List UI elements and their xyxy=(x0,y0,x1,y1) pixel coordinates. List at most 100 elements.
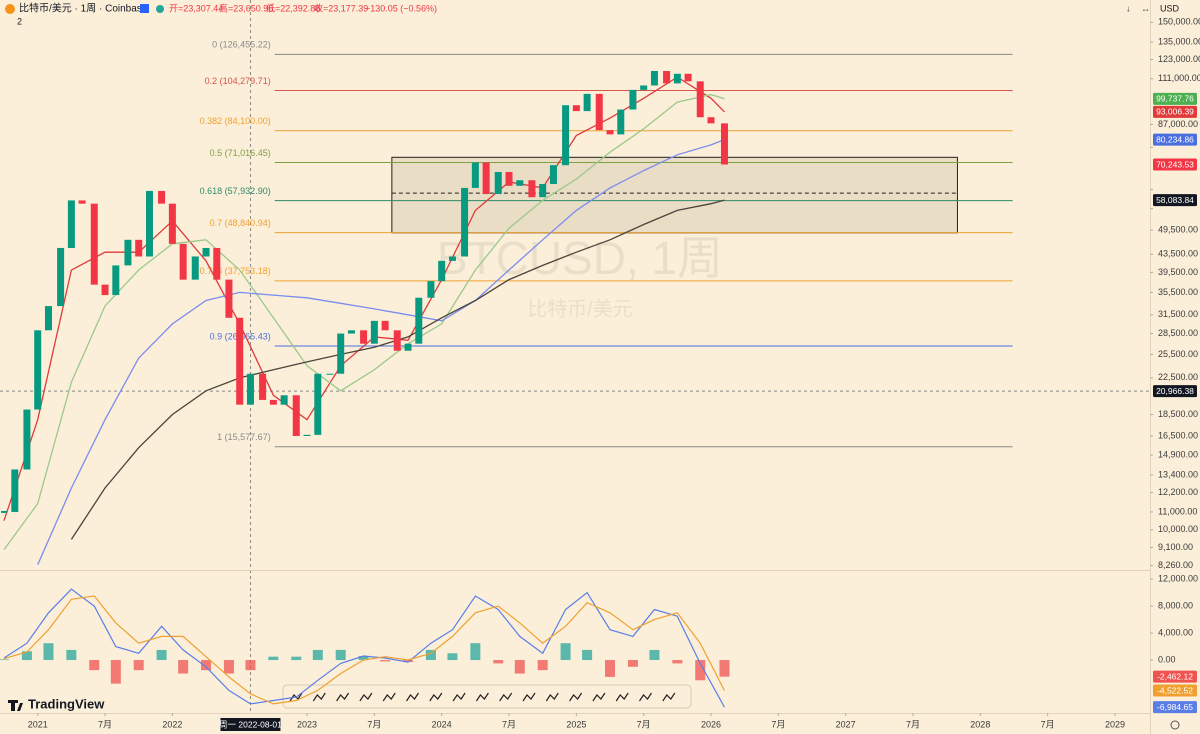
x-tick-label: 7月 xyxy=(637,719,651,729)
tool-icon[interactable] xyxy=(312,692,326,702)
candle xyxy=(158,190,166,204)
y-tick-label: 18,500.00 xyxy=(1158,409,1198,419)
arrow-button[interactable]: ↓ xyxy=(1126,3,1131,13)
price-label: 93,006.39 xyxy=(1156,107,1194,117)
tool-icon[interactable] xyxy=(499,692,513,702)
arrow-button[interactable]: ↔ xyxy=(1141,3,1150,13)
histogram-bar xyxy=(245,660,256,671)
candle xyxy=(494,171,502,195)
y-tick-label: 28,500.00 xyxy=(1158,328,1198,338)
y-tick-label: 31,500.00 xyxy=(1158,309,1198,319)
ohlc-change: −130.05 (−0.56%) xyxy=(365,3,437,13)
macd-label-bg xyxy=(1153,670,1197,683)
tool-icon[interactable] xyxy=(382,692,396,702)
coin-icon xyxy=(5,4,15,14)
tool-icon[interactable] xyxy=(452,692,466,702)
price-label-bg xyxy=(1153,158,1197,171)
symbol-title[interactable]: 比特币/美元 · 1周 · Coinbase xyxy=(19,2,148,15)
candle xyxy=(505,171,513,186)
histogram-bar xyxy=(89,660,100,671)
y-tick-label: 25,500.00 xyxy=(1158,349,1198,359)
candle xyxy=(337,333,345,374)
candle xyxy=(168,203,176,244)
candle xyxy=(583,93,591,112)
histogram-bar xyxy=(0,659,10,661)
y-tick-label: 39,500.00 xyxy=(1158,267,1198,277)
macd-label-bg xyxy=(1153,684,1197,697)
indicator-count[interactable]: 2 xyxy=(17,16,22,26)
histogram-bar xyxy=(312,649,323,661)
histogram-bar xyxy=(21,651,32,661)
x-tick-label: 2022 xyxy=(162,719,182,729)
x-tick-label: 7月 xyxy=(502,719,516,729)
flag-icon[interactable] xyxy=(140,4,149,13)
header: 比特币/美元 · 1周 · Coinbase 开=23,307.44 高=23,… xyxy=(5,2,1180,26)
macd-label: -2,462.12 xyxy=(1157,671,1193,681)
tool-icon[interactable] xyxy=(592,692,606,702)
x-tick-label: 2021 xyxy=(28,719,48,729)
tool-icon[interactable] xyxy=(522,692,536,702)
histogram-bar xyxy=(178,660,189,674)
logo: TradingView xyxy=(8,696,105,711)
candle xyxy=(663,71,671,84)
candle xyxy=(57,247,65,307)
tool-icon[interactable] xyxy=(475,692,489,702)
candle xyxy=(427,281,435,298)
histogram-bar xyxy=(425,649,436,661)
fib-label: 0.618 (57,932.90) xyxy=(200,186,271,196)
y-tick-label: 0.00 xyxy=(1158,654,1176,664)
signal-line xyxy=(3,595,726,705)
currency[interactable]: USD xyxy=(1160,3,1180,13)
histogram-bar xyxy=(110,660,121,684)
tool-icon[interactable] xyxy=(662,692,676,702)
candle xyxy=(213,247,221,280)
y-tick-label: 12,200.00 xyxy=(1158,487,1198,497)
candle xyxy=(461,187,469,257)
candle xyxy=(471,162,479,188)
fib-label: 0.786 (37,753.18) xyxy=(200,266,271,276)
tool-icon[interactable] xyxy=(569,692,583,702)
candle xyxy=(448,256,456,261)
settings-button[interactable] xyxy=(1170,720,1180,730)
tool-icon[interactable] xyxy=(545,692,559,702)
moving-average xyxy=(37,138,725,565)
toolbar-frame xyxy=(282,684,692,709)
crosshair-date: 周一 2022-08-01 xyxy=(219,719,282,729)
moving-average xyxy=(3,93,725,550)
tool-icon[interactable] xyxy=(359,692,373,702)
drawing-toolbar xyxy=(282,684,692,709)
candle xyxy=(179,243,187,280)
candle xyxy=(11,469,19,512)
histogram-bar xyxy=(43,643,54,661)
histogram-bar xyxy=(268,656,279,661)
market-status xyxy=(156,5,164,13)
y-tick-label: 8,000.00 xyxy=(1158,600,1193,610)
histogram-bar xyxy=(156,649,167,661)
tool-icon[interactable] xyxy=(406,692,419,702)
candle xyxy=(572,105,580,112)
price-label-bg xyxy=(1153,92,1197,105)
macd-label: -6,984.65 xyxy=(1157,702,1193,712)
candle xyxy=(415,297,423,344)
histogram-bar xyxy=(66,649,77,661)
candle xyxy=(135,239,143,257)
y-tick-label: 14,900.00 xyxy=(1158,449,1198,459)
tool-icon[interactable] xyxy=(615,692,629,702)
ohlc-close: 收=23,177.39 xyxy=(314,2,368,13)
x-tick-label: 2023 xyxy=(297,719,317,729)
tool-icon[interactable] xyxy=(429,692,443,702)
tool-icon[interactable] xyxy=(639,692,652,702)
x-tick-label: 2028 xyxy=(970,719,990,729)
candle xyxy=(34,330,42,410)
x-tick-label: 7月 xyxy=(98,719,112,729)
y-tick-label: 49,500.00 xyxy=(1158,224,1198,234)
fib-label: 0.382 (84,100.00) xyxy=(200,116,271,126)
tool-icon[interactable] xyxy=(336,692,350,702)
fib-label: 0.2 (104,279.71) xyxy=(205,76,271,86)
fib-label: 1 (15,577.67) xyxy=(217,432,271,442)
y-tick-label: 16,500.00 xyxy=(1158,430,1198,440)
candle xyxy=(145,190,153,257)
x-tick-label: 7月 xyxy=(367,719,381,729)
y-tick-label: 87,000.00 xyxy=(1158,119,1198,129)
